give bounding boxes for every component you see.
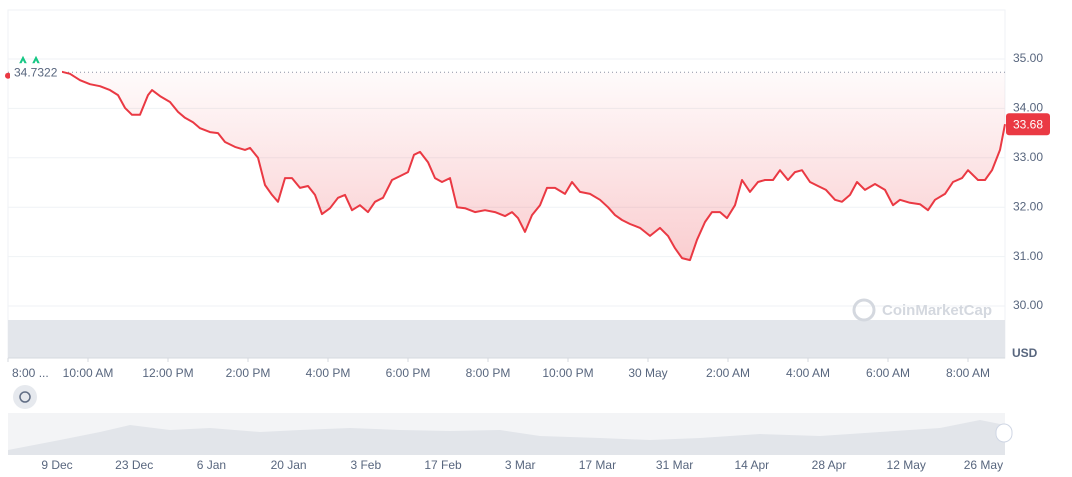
reference-label-bg bbox=[10, 63, 62, 82]
x-tick-label: 4:00 PM bbox=[306, 366, 351, 380]
x-tick-label: 2:00 PM bbox=[226, 366, 271, 380]
history-icon[interactable] bbox=[19, 391, 31, 403]
price-line bbox=[7, 70, 1006, 262]
navigator-date: 28 Apr bbox=[812, 458, 847, 472]
navigator-date: 26 May bbox=[964, 458, 1003, 472]
last-price-label: 33.68 bbox=[1013, 117, 1043, 131]
navigator-date: 23 Dec bbox=[115, 458, 153, 472]
x-tick-label: 10:00 PM bbox=[542, 366, 593, 380]
x-tick-label: 4:00 AM bbox=[786, 366, 830, 380]
last-price-box bbox=[1006, 113, 1050, 136]
navigator-date: 17 Mar bbox=[579, 458, 616, 472]
reference-label: 34.7322 bbox=[14, 65, 58, 79]
history-circle[interactable] bbox=[13, 385, 37, 409]
navigator-date: 3 Mar bbox=[505, 458, 536, 472]
y-tick-label: 32.00 bbox=[1013, 199, 1043, 213]
navigator-overview bbox=[8, 420, 1005, 455]
navigator-date: 6 Jan bbox=[197, 458, 226, 472]
navigator-date: 12 May bbox=[887, 458, 926, 472]
currency-label: USD bbox=[1012, 346, 1038, 360]
y-tick-label: 31.00 bbox=[1013, 249, 1043, 263]
navigator-date: 9 Dec bbox=[41, 458, 72, 472]
navigator-date: 14 Apr bbox=[734, 458, 769, 472]
x-tick-label: 6:00 PM bbox=[386, 366, 431, 380]
x-tick-label: 2:00 AM bbox=[706, 366, 750, 380]
x-tick-label: 6:00 AM bbox=[866, 366, 910, 380]
y-tick-label: 33.00 bbox=[1013, 150, 1043, 164]
volume-band bbox=[8, 320, 1005, 358]
navigator-date: 3 Feb bbox=[350, 458, 381, 472]
navigator-date: 17 Feb bbox=[424, 458, 462, 472]
x-tick-label: 10:00 AM bbox=[63, 366, 114, 380]
watermark-logo bbox=[852, 298, 876, 322]
watermark: CoinMarketCap bbox=[882, 302, 992, 319]
x-tick-label: 12:00 PM bbox=[142, 366, 193, 380]
start-dot bbox=[5, 72, 11, 79]
y-tick-label: 35.00 bbox=[1013, 51, 1043, 65]
y-tick-label: 30.00 bbox=[1013, 298, 1043, 312]
navigator-handle[interactable] bbox=[995, 423, 1013, 443]
x-tick-label: 8:00 ... bbox=[12, 366, 49, 380]
area-fill bbox=[8, 71, 1005, 261]
navigator-date: 31 Mar bbox=[656, 458, 693, 472]
x-tick-label: 30 May bbox=[628, 366, 667, 380]
y-tick-label: 34.00 bbox=[1013, 101, 1043, 115]
navigator-date: 20 Jan bbox=[271, 458, 307, 472]
x-tick-label: 8:00 AM bbox=[946, 366, 990, 380]
history-button[interactable] bbox=[13, 385, 37, 409]
x-tick-label: 8:00 PM bbox=[466, 366, 511, 380]
